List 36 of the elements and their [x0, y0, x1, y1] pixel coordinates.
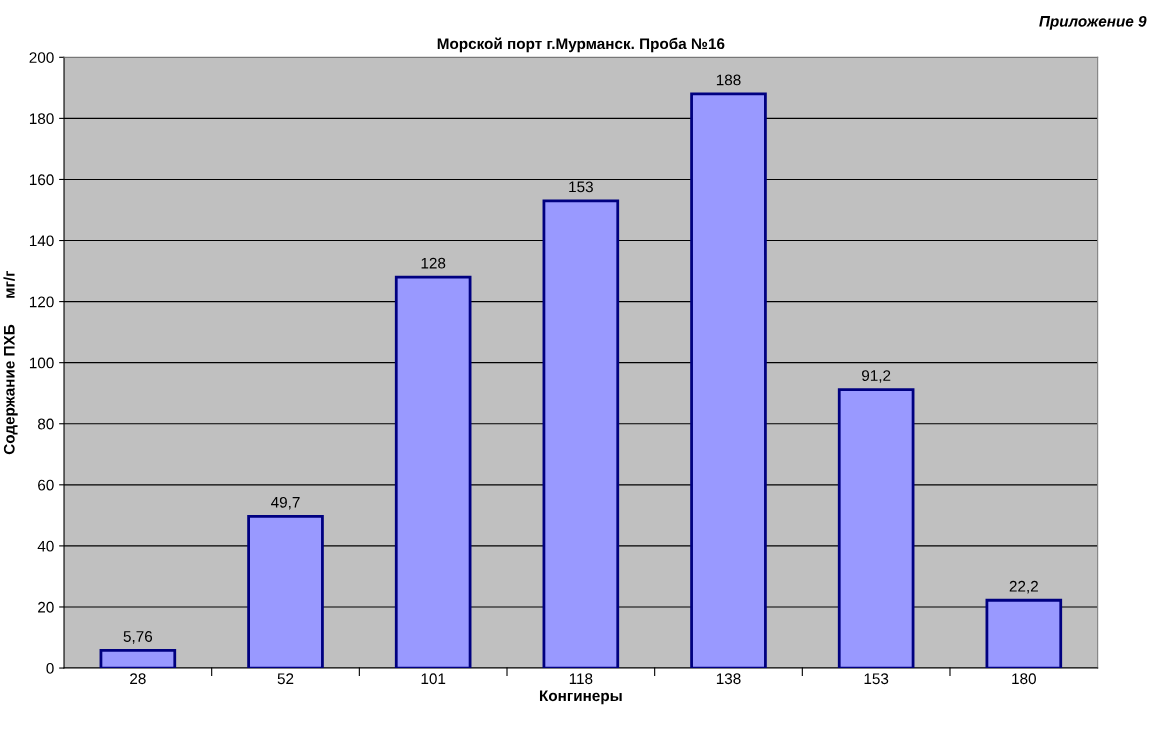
y-tick-label: 120: [29, 296, 54, 308]
data-label: 49,7: [271, 496, 300, 510]
x-tick-label: 28: [130, 673, 146, 685]
y-axis-title: Содержание ПХБ мг/г: [3, 270, 18, 455]
y-tick-label: 20: [38, 601, 54, 613]
bar: [394, 275, 472, 669]
bar: [99, 649, 177, 669]
y-tick-label: 40: [37, 540, 54, 552]
y-tick-label: 160: [29, 174, 54, 186]
bar: [837, 388, 915, 669]
data-label: 153: [569, 181, 593, 193]
chart-title: Морской порт г.Мурманск. Проба №16: [437, 37, 725, 53]
x-tick-label: 52: [277, 673, 294, 685]
y-tick-label: 100: [29, 357, 54, 369]
x-tick-label: 138: [716, 673, 741, 685]
y-tick-label: 140: [29, 235, 54, 247]
data-label: 91,2: [862, 370, 891, 383]
data-label: 22,2: [1009, 580, 1038, 594]
x-axis-title: Конгинеры: [539, 690, 622, 705]
x-tick-label: 153: [864, 673, 889, 685]
y-tick-label: 80: [37, 418, 54, 430]
bar: [985, 598, 1063, 669]
data-label: 128: [421, 257, 446, 269]
text: Приложение 9: [1039, 15, 1147, 30]
x-tick-label: 180: [1012, 673, 1036, 685]
bar: [690, 92, 767, 669]
x-tick-label: 118: [569, 673, 593, 685]
y-tick-label: 60: [38, 479, 54, 491]
x-tick-label: 101: [421, 673, 446, 685]
bar: [542, 199, 620, 669]
bar: [247, 514, 324, 669]
data-label: 188: [716, 74, 741, 86]
y-tick-label: 0: [46, 662, 54, 674]
y-tick-label: 180: [29, 113, 54, 125]
data-label: 5,76: [123, 631, 153, 644]
y-tick-label: 200: [29, 52, 54, 63]
